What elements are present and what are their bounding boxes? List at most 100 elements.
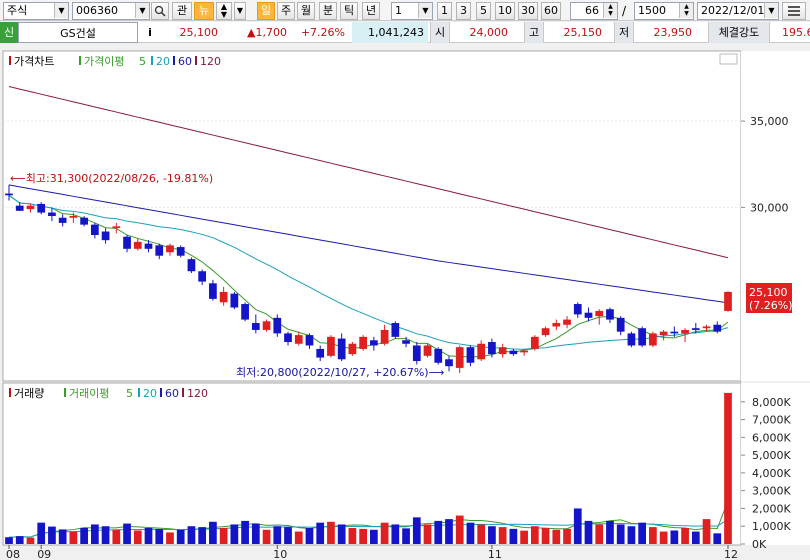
candle-body <box>702 326 711 329</box>
period-tick-button[interactable]: 틱 <box>340 2 358 20</box>
candle-body <box>691 328 700 330</box>
period-minute-button[interactable]: 분 <box>319 2 337 20</box>
volume-bar <box>616 524 625 544</box>
volume-bar <box>26 537 35 544</box>
candle-body <box>198 271 207 282</box>
volume-bar <box>530 526 539 544</box>
candle-body <box>112 226 121 229</box>
volume-tick-label: 8,000K <box>752 396 791 409</box>
favorite-button[interactable]: 관 <box>172 2 192 20</box>
stock-name[interactable]: GS건설 <box>18 22 138 43</box>
volume-bar <box>294 531 303 544</box>
quick-1-button[interactable]: 1 <box>437 2 452 20</box>
chevron-down-icon[interactable]: ▼ <box>764 3 778 18</box>
high-label: 고 <box>524 22 544 43</box>
volume-bar <box>251 523 260 544</box>
quick-30-button[interactable]: 30 <box>518 2 538 20</box>
total-input[interactable]: 1500 ▲ ▼ <box>634 2 694 20</box>
candle-body <box>294 335 303 344</box>
candle-body <box>176 247 185 256</box>
period-value-select[interactable]: 1 ▼ <box>391 2 433 20</box>
candle-body <box>133 241 142 249</box>
candle-body <box>402 340 410 344</box>
volume-bar <box>144 528 153 544</box>
stepper-icon[interactable]: ▲ ▼ <box>603 3 617 18</box>
candle-body <box>101 231 110 241</box>
candle-body <box>649 333 657 346</box>
search-button[interactable] <box>151 2 169 20</box>
quick-3-button[interactable]: 3 <box>456 2 471 20</box>
volume-tick-label: 0K <box>752 538 767 551</box>
volume-bar <box>48 526 56 544</box>
volume-bar <box>477 524 486 544</box>
candle-body <box>423 345 432 356</box>
volume-bar <box>101 526 110 544</box>
candle-body <box>123 236 131 249</box>
volume-bar <box>423 524 432 544</box>
count-input[interactable]: 66 ▲ ▼ <box>570 2 618 20</box>
panel-option-icon[interactable] <box>719 53 738 65</box>
date-select[interactable]: 2022/12/01 ▼ <box>697 2 779 20</box>
volume-ma-120: 120 <box>187 387 208 400</box>
volume-tick-label: 1,000K <box>752 520 791 533</box>
candle-body <box>90 224 99 235</box>
period-month-button[interactable]: 월 <box>297 2 315 20</box>
price-ma-5: 5 <box>139 55 146 68</box>
stock-code-input[interactable]: 006360 ▼ <box>72 2 150 20</box>
legend-marker <box>79 56 81 65</box>
chevron-down-icon[interactable]: ▼ <box>135 3 149 18</box>
open-price: 24,000 <box>469 26 509 39</box>
volume-bar <box>606 520 614 544</box>
market-select[interactable]: 주식 ▼ <box>3 2 69 20</box>
candle-body <box>434 348 443 363</box>
period-week-button[interactable]: 주 <box>277 2 295 20</box>
candle-body <box>337 338 346 360</box>
chevron-down-icon[interactable]: ▼ <box>54 3 68 18</box>
candle-body <box>187 259 196 272</box>
stock-chart[interactable]: 35,000 30,000 8,000K 7,000K 6,000K 5,000K 4,00… <box>0 44 810 560</box>
volume-bar <box>284 527 292 544</box>
volume-ma-60: 60 <box>165 387 179 400</box>
quick-60-button[interactable]: 60 <box>541 2 561 20</box>
total-value: 1500 <box>638 4 666 17</box>
stock-code: 006360 <box>76 4 118 17</box>
legend-marker <box>151 56 153 65</box>
volume-bar <box>466 522 475 544</box>
volume-bar <box>573 508 582 544</box>
volume-bar <box>176 529 185 544</box>
volume-bar <box>488 526 496 544</box>
high-annotation: ⟵최고:31,300(2022/08/26, -19.81%) <box>10 172 213 185</box>
info-icon[interactable]: i <box>148 26 152 39</box>
volume-bar <box>133 530 142 544</box>
quick-10-button[interactable]: 10 <box>495 2 515 20</box>
candle-body <box>15 205 24 211</box>
news-button[interactable]: 뉴 <box>194 2 214 20</box>
volume-tick-label: 7,000K <box>752 414 791 427</box>
stepper-icon[interactable]: ▲ ▼ <box>679 3 693 18</box>
candle-body <box>638 328 647 346</box>
menu-button[interactable] <box>782 2 806 20</box>
period-day-button[interactable]: 일 <box>257 2 275 20</box>
volume-bar <box>230 524 239 544</box>
candle-body <box>563 319 571 325</box>
volume-bar <box>391 524 400 544</box>
chevron-down-icon[interactable]: ▼ <box>418 3 432 18</box>
menu-icon <box>788 6 800 16</box>
last-price-tag <box>746 283 792 313</box>
volume-bar <box>370 529 378 544</box>
quick-5-button[interactable]: 5 <box>476 2 491 20</box>
candle-body <box>445 359 453 367</box>
candle-body <box>380 329 389 344</box>
stepper-button[interactable]: ▲ ▼ <box>216 2 232 20</box>
candle-body <box>670 331 679 334</box>
volume-bar <box>15 536 24 544</box>
chevron-down-icon[interactable]: ▼ <box>234 2 246 20</box>
count-value: 66 <box>585 4 599 17</box>
volume-bar <box>327 521 335 544</box>
volume-bar <box>627 526 636 544</box>
candle-body <box>284 333 292 343</box>
period-year-button[interactable]: 년 <box>362 2 380 20</box>
volume-bar <box>681 528 689 544</box>
volume-bar <box>262 529 271 544</box>
candle-body <box>606 309 614 320</box>
